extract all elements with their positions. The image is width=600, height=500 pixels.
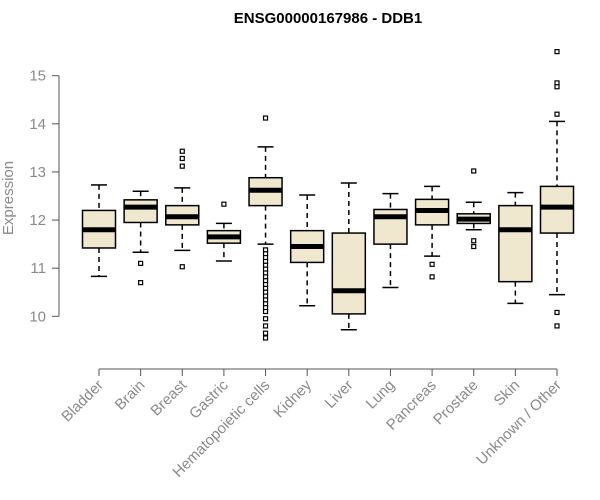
outlier-point	[554, 323, 560, 329]
y-axis: 10 11 12 13 14 15	[29, 68, 60, 325]
y-tick-label: 13	[29, 164, 46, 181]
outlier-point	[554, 309, 560, 316]
box-group	[206, 201, 242, 262]
iqr-box	[498, 204, 533, 283]
outlier-point	[554, 49, 560, 55]
outlier-point	[179, 148, 185, 154]
outlier-point	[262, 115, 269, 121]
outlier-point	[179, 264, 185, 270]
outlier-point	[262, 308, 269, 315]
outlier-point	[471, 168, 477, 174]
outlier-point	[471, 243, 477, 250]
outlier-point	[554, 111, 560, 117]
y-tick-label: 11	[30, 260, 46, 277]
iqr-box	[331, 232, 367, 315]
x-tick-label: Breast	[147, 376, 190, 419]
x-tick-label: Skin	[491, 377, 524, 410]
box-group	[165, 148, 200, 270]
iqr-box	[539, 185, 575, 234]
outlier-point	[554, 84, 560, 90]
outlier-point	[179, 155, 185, 162]
chart-title: ENSG00000167986 - DDB1	[234, 10, 422, 27]
box-group	[289, 194, 325, 307]
y-tick-label: 12	[29, 212, 46, 229]
x-tick-label: Kidney	[271, 376, 316, 421]
outlier-point	[138, 280, 144, 286]
outlier-point	[262, 335, 269, 341]
outlier-point	[262, 330, 269, 336]
box-group	[331, 182, 367, 331]
outlier-point	[262, 316, 269, 322]
box-series	[81, 49, 575, 341]
outlier-point	[471, 238, 477, 244]
box-group	[248, 115, 283, 341]
y-tick-label: 14	[29, 116, 46, 133]
box-group	[498, 191, 533, 305]
outlier-point	[429, 261, 435, 267]
outlier-point	[262, 323, 269, 329]
x-tick-label: Prostate	[430, 377, 482, 429]
x-tick-label: Liver	[322, 377, 357, 412]
y-tick-label: 15	[29, 68, 46, 85]
box-group	[539, 49, 575, 329]
x-tick-label: Bladder	[58, 377, 107, 426]
box-group	[373, 192, 408, 289]
iqr-box	[123, 199, 158, 224]
x-tick-label: Brain	[112, 377, 149, 414]
x-tick-label: Lung	[363, 377, 399, 413]
box-group	[123, 190, 158, 286]
outlier-point	[221, 201, 227, 207]
box-group	[81, 184, 117, 278]
box-group	[414, 185, 450, 280]
outlier-point	[138, 260, 144, 266]
outlier-point	[429, 274, 435, 280]
box-group	[456, 168, 491, 250]
outlier-point	[179, 163, 185, 169]
y-tick-label: 10	[29, 308, 46, 325]
y-axis-label: Expression	[0, 161, 17, 235]
